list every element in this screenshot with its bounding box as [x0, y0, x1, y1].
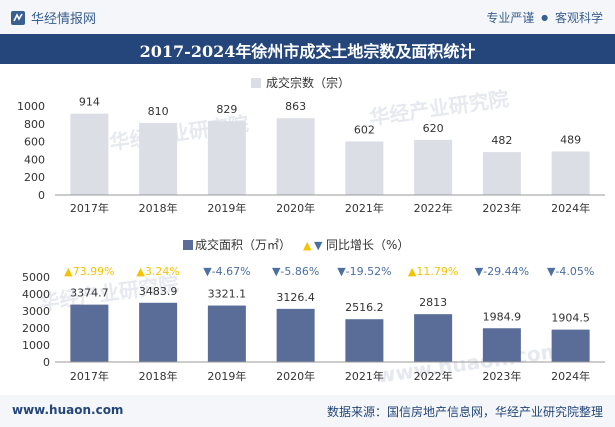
data-label-count: 620	[423, 122, 444, 135]
data-label-area: 1984.9	[483, 310, 522, 323]
data-label-count: 810	[148, 105, 169, 118]
growth-label: ▼-4.67%	[203, 265, 250, 278]
x-tick-label-area: 2019年	[207, 369, 246, 383]
bar-area	[70, 304, 109, 362]
x-tick-label-count: 2023年	[482, 201, 521, 215]
data-label-count: 829	[216, 103, 237, 116]
y-tick-label-area: 5000	[22, 271, 50, 284]
bar-count	[70, 113, 109, 195]
legend-down-icon: ▼	[314, 239, 323, 252]
x-tick-label-count: 2018年	[139, 201, 178, 215]
y-tick-label-area: 2000	[22, 322, 50, 335]
data-label-count: 482	[491, 134, 512, 147]
data-label-area: 3374.7	[70, 287, 109, 300]
x-tick-label-area: 2021年	[345, 369, 384, 383]
y-tick-label-area: 1000	[22, 339, 50, 352]
bar-count	[207, 121, 246, 195]
top-bar: 华经情报网 专业严谨 ● 客观科学	[0, 0, 615, 34]
growth-label: ▼-29.44%	[475, 265, 529, 278]
x-tick-label-area: 2020年	[276, 369, 315, 383]
bar-count	[482, 152, 521, 195]
y-tick-label-count: 0	[38, 189, 45, 202]
bar-count	[345, 141, 384, 195]
data-label-area: 3321.1	[208, 288, 247, 301]
data-label-area: 1904.5	[551, 312, 590, 325]
x-tick-label-count: 2022年	[414, 201, 453, 215]
x-tick-label-area: 2024年	[551, 369, 590, 383]
legend-swatch-count	[251, 78, 261, 88]
data-label-count: 914	[79, 96, 100, 109]
bar-count	[551, 151, 590, 195]
legend-swatch-area	[183, 240, 193, 250]
page-title: 2017-2024年徐州市成交土地宗数及面积统计	[139, 42, 476, 61]
slogan-dot: ●	[541, 13, 549, 22]
x-tick-label-area: 2017年	[70, 369, 109, 383]
bar-area	[414, 314, 453, 362]
legend-up-icon: ▲	[303, 239, 312, 252]
data-label-count: 489	[560, 133, 581, 146]
y-tick-label-area: 4000	[22, 288, 50, 301]
y-tick-label-area: 3000	[22, 305, 50, 318]
bar-area	[207, 305, 246, 362]
bar-count	[276, 118, 315, 195]
y-tick-label-count: 400	[24, 153, 45, 166]
x-tick-label-count: 2019年	[207, 201, 246, 215]
x-tick-label-count: 2020年	[276, 201, 315, 215]
legend-label-count: 成交宗数（宗）	[266, 75, 350, 90]
bar-area	[551, 329, 590, 362]
bar-area	[276, 308, 315, 362]
data-label-area: 2516.2	[345, 301, 384, 314]
footer-website[interactable]: www.huaon.com	[12, 403, 124, 417]
logo: 华经情报网	[10, 8, 96, 27]
bar-area	[345, 319, 384, 362]
x-tick-label-area: 2023年	[482, 369, 521, 383]
logo-icon	[11, 10, 25, 25]
y-tick-label-count: 200	[24, 171, 45, 184]
legend-label-growth: 同比增长（%）	[326, 238, 409, 252]
growth-label: ▲11.79%	[408, 265, 458, 278]
bar-count	[414, 139, 453, 195]
legend-label-area: 成交面积（万㎡）	[195, 237, 291, 252]
data-label-count: 602	[354, 123, 375, 136]
bar-count	[139, 122, 178, 195]
slogan: 专业严谨 ● 客观科学	[486, 9, 603, 26]
slogan-right: 客观科学	[554, 11, 603, 25]
logo-text: 华经情报网	[31, 12, 97, 27]
x-tick-label-area: 2022年	[414, 369, 453, 383]
y-tick-label-count: 800	[24, 118, 45, 131]
data-label-count: 863	[285, 100, 306, 113]
data-label-area: 3483.9	[139, 285, 178, 298]
growth-label: ▲73.99%	[64, 265, 114, 278]
x-tick-label-count: 2017年	[70, 201, 109, 215]
x-tick-label-count: 2021年	[345, 201, 384, 215]
y-tick-label-area: 0	[43, 356, 50, 369]
x-tick-label-area: 2018年	[139, 369, 178, 383]
data-label-area: 3126.4	[276, 291, 315, 304]
slogan-left: 专业严谨	[486, 11, 535, 25]
y-tick-label-count: 1000	[17, 100, 45, 113]
bar-area	[482, 328, 521, 362]
watermark-text: www.huaon.com	[375, 338, 562, 388]
growth-label: ▼-4.05%	[547, 265, 594, 278]
bar-area	[139, 302, 178, 362]
growth-label: ▼-5.86%	[272, 265, 319, 278]
footer-source: 数据来源：国信房地产信息网，华经产业研究院整理	[326, 405, 603, 419]
growth-label: ▼-19.52%	[337, 265, 391, 278]
x-tick-label-count: 2024年	[551, 201, 590, 215]
title-bar: 2017-2024年徐州市成交土地宗数及面积统计	[0, 34, 615, 64]
y-tick-label-count: 600	[24, 136, 45, 149]
footer: www.huaon.com 数据来源：国信房地产信息网，华经产业研究院整理	[0, 395, 615, 427]
data-label-area: 2813	[419, 296, 447, 309]
growth-label: ▲3.24%	[136, 265, 179, 278]
